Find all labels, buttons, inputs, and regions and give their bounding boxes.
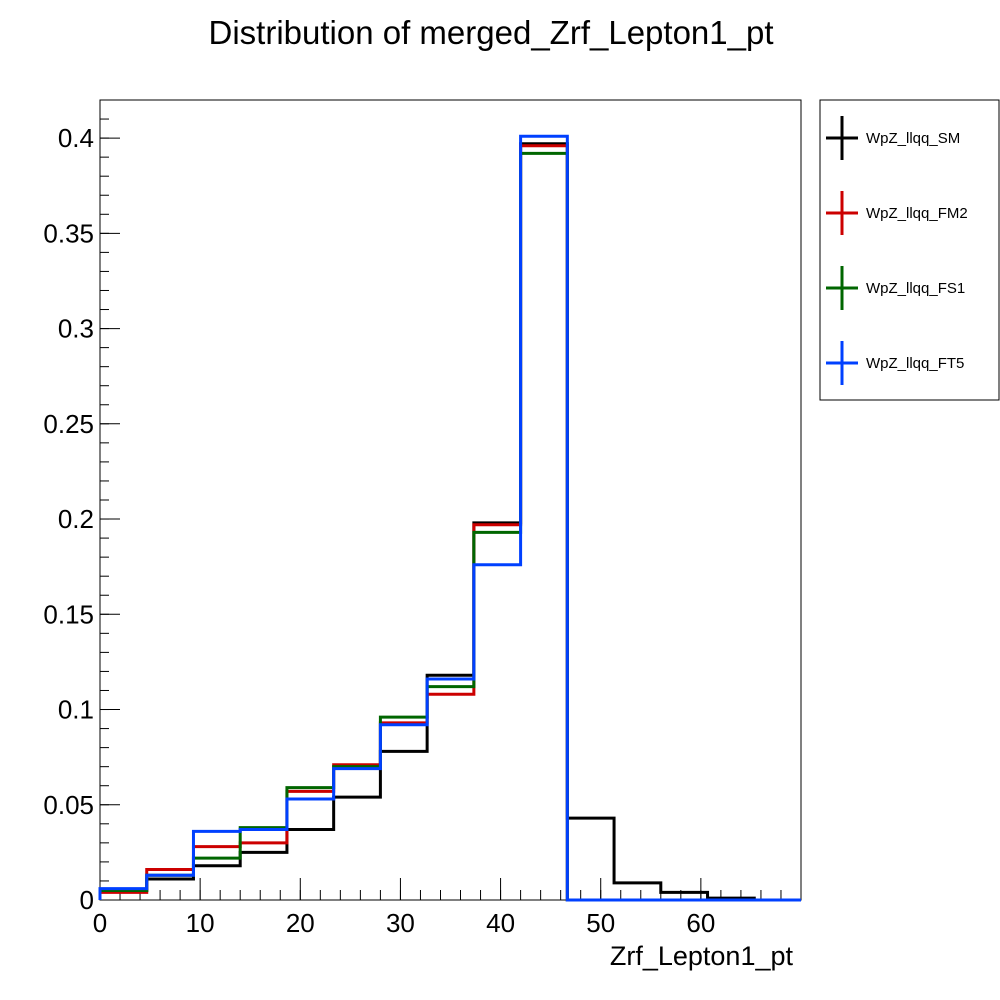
minor-ticks (99, 99, 802, 901)
y-tick-labels: 0 0.05 0.1 0.15 0.2 0.25 0.3 0.35 0.4 (43, 123, 94, 915)
major-ticks (99, 137, 702, 901)
legend-box (819, 99, 1000, 401)
chart-title: Distribution of merged_Zrf_Lepton1_pt (209, 14, 774, 51)
series-WpZ_llqq_FT5 (98, 134, 801, 902)
x-tick-label: 0 (93, 908, 107, 938)
legend: WpZ_llqq_SM WpZ_llqq_FM2 WpZ_llqq_FS1 WpZ_l… (819, 99, 1000, 401)
series-layer (98, 134, 801, 902)
x-tick-label: 30 (386, 908, 415, 938)
histogram-line (98, 144, 801, 902)
x-tick-label: 40 (486, 908, 515, 938)
legend-entry: WpZ_llqq_FT5 (826, 341, 964, 385)
series-WpZ_llqq_FS1 (98, 151, 801, 902)
series-WpZ_llqq_FM2 (98, 144, 801, 902)
y-tick-label: 0.05 (43, 790, 94, 820)
x-tick-label: 60 (686, 908, 715, 938)
plot-frame (99, 99, 802, 901)
y-tick-label: 0.3 (58, 314, 94, 344)
y-tick-label: 0.4 (58, 123, 94, 153)
legend-label: WpZ_llqq_SM (866, 130, 960, 147)
x-tick-label: 50 (586, 908, 615, 938)
histogram-line (98, 142, 801, 902)
histogram-line (98, 151, 801, 902)
y-tick-label: 0.15 (43, 599, 94, 629)
x-tick-label: 10 (186, 908, 215, 938)
x-tick-label: 20 (286, 908, 315, 938)
x-tick-labels: 0 10 20 30 40 50 60 (93, 908, 716, 938)
x-axis-label: Zrf_Lepton1_pt (610, 941, 794, 971)
legend-entry: WpZ_llqq_SM (826, 116, 960, 160)
y-tick-label: 0 (80, 885, 94, 915)
y-tick-label: 0.25 (43, 409, 94, 439)
legend-label: WpZ_llqq_FT5 (866, 355, 964, 372)
legend-entry: WpZ_llqq_FS1 (826, 266, 965, 310)
y-tick-label: 0.1 (58, 695, 94, 725)
legend-label: WpZ_llqq_FS1 (866, 280, 965, 297)
y-tick-label: 0.35 (43, 218, 94, 248)
legend-entries: WpZ_llqq_SM WpZ_llqq_FM2 WpZ_llqq_FS1 WpZ_l… (826, 116, 968, 385)
legend-label: WpZ_llqq_FM2 (866, 205, 968, 222)
series-WpZ_llqq_SM (98, 142, 801, 902)
histogram-line (98, 134, 801, 902)
legend-entry: WpZ_llqq_FM2 (826, 191, 968, 235)
y-tick-label: 0.2 (58, 504, 94, 534)
